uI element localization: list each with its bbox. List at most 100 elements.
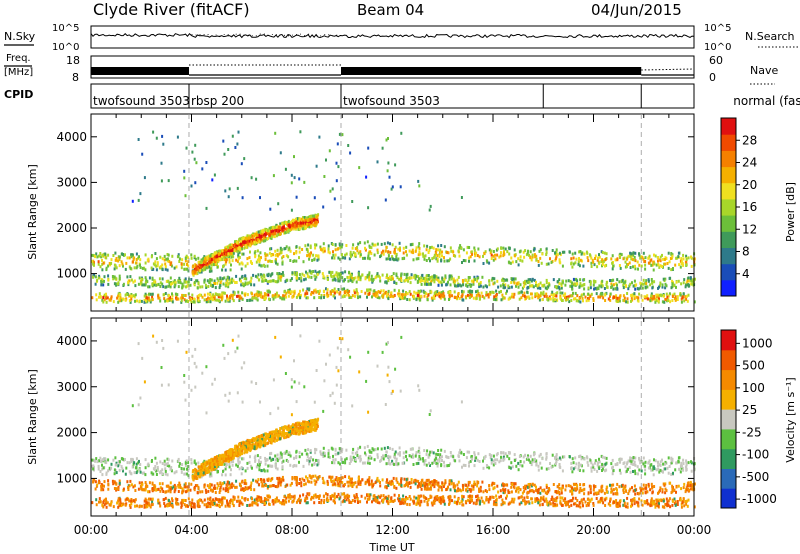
power-cell <box>593 263 596 267</box>
velocity-cell <box>443 460 445 464</box>
velocity-cell <box>519 463 522 467</box>
power-cell <box>289 259 292 262</box>
velocity-cell <box>441 455 443 459</box>
power-cell <box>693 300 696 304</box>
power-cell <box>558 258 561 262</box>
power-cell <box>100 279 103 283</box>
power-cell <box>136 299 138 303</box>
power-cell <box>255 292 258 296</box>
power-cell <box>273 294 275 298</box>
power-cell <box>275 261 277 265</box>
velocity-cell <box>121 467 124 471</box>
velocity-cell <box>632 470 634 473</box>
power-cell <box>476 279 479 283</box>
power-cell <box>128 299 131 302</box>
power-cell <box>94 255 97 259</box>
power-cell <box>268 279 271 283</box>
velocity-cell <box>415 462 418 466</box>
power-cell <box>203 293 206 297</box>
power-cell <box>593 280 596 284</box>
power-cell <box>230 280 233 284</box>
velocity-cell <box>295 483 298 487</box>
power-cell <box>244 274 247 278</box>
velocity-cell <box>605 456 608 460</box>
power-cell <box>145 296 148 300</box>
power-cell <box>239 294 242 298</box>
velocity-cell <box>238 460 241 464</box>
power-cell <box>105 296 108 300</box>
power-cell <box>278 252 281 256</box>
power-cell <box>298 277 301 281</box>
velocity-cell <box>400 479 403 482</box>
velocity-cell <box>505 483 508 487</box>
velocity-cell <box>184 472 187 476</box>
power-cell <box>171 292 173 296</box>
velocity-cell <box>482 466 485 470</box>
power-cell <box>625 265 628 269</box>
power-cell <box>201 264 204 268</box>
power-cell <box>298 246 301 250</box>
velocity-cell <box>159 469 162 473</box>
power-cell <box>524 279 527 283</box>
velocity-cell <box>630 460 633 464</box>
power-cell <box>287 255 290 259</box>
power-cell <box>150 255 153 259</box>
power-cell <box>320 294 323 297</box>
velocity-cell <box>314 451 317 455</box>
velocity-cell <box>409 485 412 489</box>
power-cell <box>687 279 690 283</box>
power-cell <box>121 262 124 266</box>
power-cell <box>536 292 538 296</box>
power-cell <box>370 246 373 250</box>
power-cell <box>527 249 529 253</box>
power-cell <box>489 251 492 255</box>
velocity-cell <box>361 478 364 482</box>
power-cell <box>481 275 484 279</box>
power-cell <box>268 233 271 237</box>
power-cell <box>115 282 118 286</box>
power-cell <box>354 247 357 251</box>
velocity-cell <box>636 465 639 469</box>
power-cell <box>187 260 190 264</box>
velocity-cell <box>240 472 243 476</box>
power-cell <box>611 284 614 288</box>
power-cell <box>570 299 573 302</box>
power-cell <box>642 278 645 282</box>
power-cell <box>323 295 325 299</box>
power-cell <box>355 280 358 284</box>
velocity-cell <box>449 451 452 454</box>
velocity-cell <box>596 469 599 473</box>
power-cell <box>194 181 197 185</box>
power-cell <box>403 272 406 276</box>
power-cell <box>635 295 638 299</box>
power-cell <box>237 257 240 261</box>
power-cell <box>662 294 665 298</box>
power-cell <box>213 252 216 256</box>
velocity-cell <box>382 457 385 461</box>
power-cell <box>604 299 607 302</box>
power-cell <box>358 166 361 170</box>
velocity-cell <box>483 456 486 460</box>
power-cell <box>272 297 275 301</box>
velocity-cell <box>427 455 430 459</box>
power-cell <box>256 298 259 302</box>
velocity-cell <box>112 482 115 486</box>
velocity-cell <box>133 484 136 488</box>
power-cell <box>639 256 642 260</box>
power-cell <box>195 268 197 272</box>
power-cell <box>176 135 179 139</box>
power-cell <box>254 237 257 241</box>
power-cell <box>113 282 116 286</box>
power-cell <box>140 281 143 285</box>
power-cell <box>392 272 395 276</box>
velocity-cell <box>611 458 614 462</box>
power-cell <box>364 248 367 252</box>
power-cell <box>670 286 673 290</box>
power-cell <box>627 287 630 291</box>
power-cell <box>368 290 371 293</box>
power-cell <box>438 253 441 257</box>
power-cell <box>578 250 581 254</box>
power-cell <box>292 227 295 231</box>
power-cell <box>443 294 446 298</box>
power-cell <box>356 249 359 253</box>
